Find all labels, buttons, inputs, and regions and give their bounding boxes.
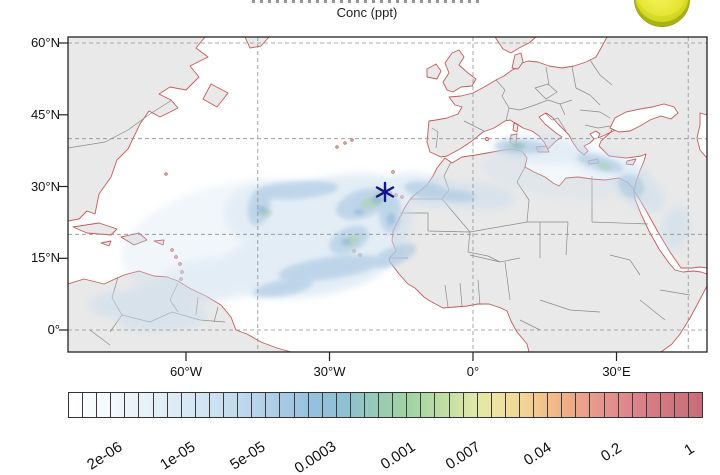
- colorbar-cell: [307, 393, 322, 417]
- colorbar-cell: [406, 393, 420, 417]
- y-axis-tick-label: 15°N: [30, 250, 60, 266]
- colorbar-cell: [617, 393, 632, 417]
- colorbar-cell: [194, 393, 209, 417]
- x-axis-tick-label: 30°W: [313, 364, 346, 379]
- island-azores: [335, 145, 339, 149]
- colorbar-cell: [476, 393, 491, 417]
- colorbar-cell: [152, 393, 167, 417]
- colorbar-cell: [237, 393, 251, 417]
- y-axis-tick-label: 30°N: [30, 178, 60, 194]
- colorbar-cell: [293, 393, 308, 417]
- source-marker: [375, 181, 395, 203]
- landmass-greenland-tip: [244, 37, 270, 49]
- colorbar-cell: [392, 393, 406, 417]
- colorbar-cell: [321, 393, 336, 417]
- map-frame: [67, 36, 708, 353]
- colorbar-cell: [166, 393, 181, 417]
- black-sea: [609, 103, 679, 133]
- colorbar-cell: [223, 393, 237, 417]
- colorbar-cell: [589, 393, 603, 417]
- island-jamaica: [100, 240, 112, 247]
- island-newfoundland: [202, 83, 229, 108]
- colorbar-cell: [603, 393, 618, 417]
- colorbar-cell: [575, 393, 589, 417]
- colorbar-cell: [279, 393, 293, 417]
- x-axis-tick-label: 0°: [466, 364, 480, 379]
- y-axis-tick-label: 45°N: [30, 106, 60, 122]
- colorbar-cell: [138, 393, 152, 417]
- colorbar-cell: [490, 393, 505, 417]
- colorbar-cell: [124, 393, 138, 417]
- landmass-eurasia: [426, 37, 707, 269]
- plume-dense-layer: [257, 143, 524, 245]
- landmass-north-america: [68, 37, 209, 222]
- colorbar-cell: [251, 393, 265, 417]
- colorbar-cell: [434, 393, 448, 417]
- island-britain: [442, 49, 477, 93]
- colorbar-cell: [265, 393, 279, 417]
- axis-ticks: [59, 42, 618, 361]
- colorbar-cell: [561, 393, 575, 417]
- y-axis-tick-label: 0°: [47, 322, 60, 337]
- landmass-denmark: [511, 52, 524, 70]
- island-corsica: [512, 122, 519, 133]
- colorbar-cell: [462, 393, 477, 417]
- colorbar-cell: [448, 393, 463, 417]
- colorbar: [68, 392, 703, 418]
- colorbar-cell: [645, 393, 660, 417]
- plot-subtitle: Conc (ppt): [336, 5, 398, 20]
- colorbar-cell: [69, 393, 82, 417]
- island-ireland: [426, 63, 442, 80]
- inland-seas: [609, 103, 707, 159]
- colorbar-cell: [349, 393, 364, 417]
- gridlines: [68, 37, 707, 352]
- colorbar-cell: [519, 393, 533, 417]
- colorbar-cell: [659, 393, 674, 417]
- country-borders: [68, 59, 691, 346]
- colorbar-cell: [363, 393, 378, 417]
- island-cuba: [72, 222, 118, 236]
- landmass-scandinavia: [494, 37, 537, 54]
- colorbar-cell: [335, 393, 350, 417]
- clipped-title-remnant: [252, 0, 480, 3]
- island-bermuda: [164, 172, 168, 176]
- colorbar-cell: [420, 393, 434, 417]
- island-azores: [350, 138, 354, 142]
- colorbar-cell: [674, 393, 688, 417]
- colorbar-cell: [688, 393, 702, 417]
- colorbar-cell: [631, 393, 646, 417]
- colorbar-cell: [547, 393, 561, 417]
- island-madeira: [391, 170, 395, 174]
- colorbar-cell: [208, 393, 223, 417]
- colorbar-cell: [110, 393, 124, 417]
- x-axis-tick-label: 30°E: [602, 364, 631, 379]
- colorbar-cell: [96, 393, 110, 417]
- x-axis-tick-label: 60°W: [170, 364, 202, 379]
- colorbar-cell: [504, 393, 519, 417]
- colorbar-cell: [533, 393, 547, 417]
- colorbar-cell: [378, 393, 392, 417]
- y-axis-tick-label: 60°N: [30, 35, 60, 50]
- island-azores: [343, 141, 347, 145]
- caspian-sea-edge: [696, 112, 707, 159]
- colorbar-cell: [82, 393, 96, 417]
- colorbar-cell: [180, 393, 195, 417]
